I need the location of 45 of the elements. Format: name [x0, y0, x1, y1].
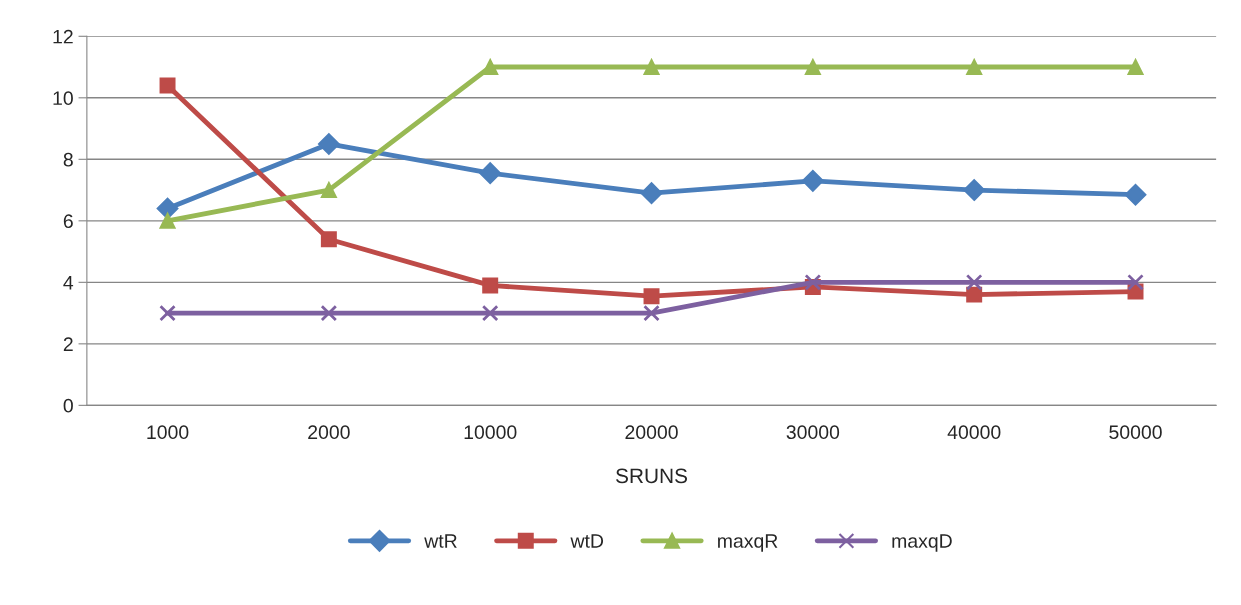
- point: [801, 169, 824, 192]
- point: [643, 304, 660, 322]
- y-tick-label: 6: [63, 214, 73, 229]
- x-tick-label: 2000: [308, 425, 350, 440]
- point: [963, 179, 986, 201]
- point: [481, 304, 499, 322]
- legend-label: maxqD: [892, 534, 952, 552]
- y-tick-label: 8: [63, 152, 73, 167]
- x-axis-title: SRUNS: [616, 468, 688, 484]
- y-tick-label: 0: [63, 398, 73, 413]
- point: [156, 197, 179, 220]
- x-tick-label: 10000: [464, 425, 517, 440]
- x-tick-label: 30000: [786, 425, 840, 440]
- x-tick-label: 40000: [947, 425, 1001, 440]
- point: [320, 182, 337, 199]
- point: [965, 274, 983, 291]
- point: [320, 231, 337, 248]
- point: [643, 288, 660, 305]
- point: [318, 133, 340, 155]
- point: [804, 274, 822, 291]
- point: [804, 59, 821, 76]
- point: [1127, 59, 1144, 76]
- legend-label: wtR: [424, 534, 457, 548]
- legend-label: wtD: [570, 534, 604, 548]
- point: [966, 59, 983, 76]
- x-tick-label: 20000: [625, 425, 678, 440]
- point: [159, 212, 176, 229]
- point: [320, 304, 338, 322]
- point: [482, 59, 499, 76]
- y-tick-label: 12: [53, 29, 73, 44]
- y-tick-label: 4: [63, 276, 74, 290]
- point: [966, 286, 983, 303]
- point: [159, 304, 176, 322]
- point: [479, 162, 502, 185]
- point: [159, 77, 176, 94]
- x-tick-label: 1000: [147, 425, 189, 440]
- legend-label: maxqR: [718, 534, 778, 552]
- y-tick-label: 2: [63, 337, 73, 351]
- y-tick-label: 10: [53, 91, 73, 106]
- point: [643, 59, 660, 76]
- point: [482, 277, 499, 294]
- point: [1127, 274, 1144, 291]
- point: [1124, 183, 1147, 206]
- x-tick-label: 50000: [1109, 425, 1162, 440]
- point: [640, 182, 663, 205]
